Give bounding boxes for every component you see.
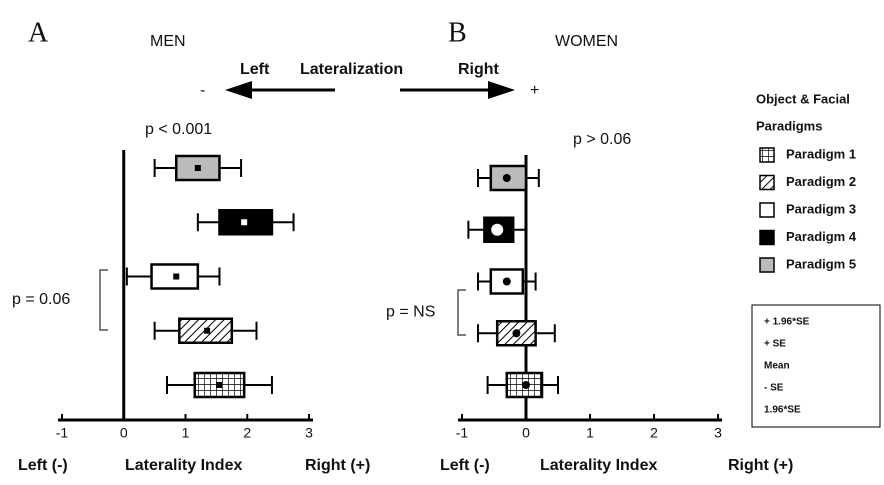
x-tick-label: 1	[586, 425, 594, 441]
mean-marker	[241, 219, 248, 226]
x-tick-label: 3	[714, 425, 722, 441]
bracket	[99, 269, 108, 331]
mean-marker	[173, 273, 180, 280]
bracket	[457, 289, 466, 336]
legend-swatch	[759, 202, 775, 218]
arrow-title: Lateralization	[300, 61, 403, 78]
panel-title: MEN	[150, 33, 186, 50]
legend-swatch	[759, 147, 775, 163]
x-axis-label: Laterality Index	[125, 457, 242, 474]
arrow-left-label: Left	[240, 61, 270, 78]
legend-label: Paradigm 3	[786, 201, 856, 216]
key-label: - SE	[764, 383, 784, 394]
panel-title: WOMEN	[555, 33, 618, 50]
x-axis-label: Left (-)	[18, 457, 68, 474]
arrow-head	[225, 81, 252, 99]
panel-letter: A	[28, 17, 49, 48]
x-axis-label: Right (+)	[728, 457, 793, 474]
key-label: + 1.96*SE	[764, 317, 810, 328]
panel-letter: B	[448, 17, 467, 48]
key-label: Mean	[764, 361, 790, 372]
p-value: p > 0.06	[573, 131, 631, 148]
bracket-label: p = NS	[386, 304, 435, 321]
x-axis-label: Right (+)	[305, 457, 370, 474]
key-label: 1.96*SE	[764, 405, 801, 416]
mean-marker	[502, 277, 511, 286]
box	[489, 268, 525, 295]
x-axis-label: Laterality Index	[540, 457, 657, 474]
x-tick-label: 0	[522, 425, 530, 441]
x-tick-label: 2	[243, 425, 251, 441]
mean-marker	[194, 165, 201, 171]
x-tick-label: 0	[120, 425, 128, 441]
plus: +	[530, 82, 539, 99]
mean-marker	[204, 327, 211, 334]
key-label: + SE	[764, 339, 786, 350]
x-axis-label: Left (-)	[440, 457, 490, 474]
box	[505, 371, 544, 399]
mean-marker	[522, 381, 530, 389]
legend-label: Paradigm 5	[786, 256, 856, 271]
key-box	[751, 304, 881, 428]
x-tick-label: -1	[56, 425, 69, 441]
mean-marker	[502, 174, 511, 182]
mean-marker	[491, 223, 504, 236]
legend-swatch	[759, 229, 775, 246]
legend-label: Paradigm 2	[786, 174, 856, 189]
minus: -	[200, 82, 205, 99]
x-tick-label: 3	[305, 425, 313, 441]
x-tick-label: -1	[456, 425, 469, 441]
legend-swatch	[759, 174, 775, 191]
legend-swatch	[759, 257, 775, 273]
mean-marker	[512, 329, 521, 338]
legend-label: Paradigm 1	[786, 146, 856, 161]
legend-title: Paradigms	[756, 118, 822, 133]
legend-title: Object & Facial	[756, 91, 850, 106]
bracket-label: p = 0.06	[12, 291, 70, 308]
mean-marker	[216, 382, 223, 388]
p-value: p < 0.001	[145, 121, 212, 138]
arrow-right-label: Right	[458, 61, 500, 78]
legend-label: Paradigm 4	[786, 229, 857, 244]
arrow-head	[488, 81, 515, 99]
x-tick-label: 2	[650, 425, 658, 441]
x-tick-label: 1	[182, 425, 190, 441]
